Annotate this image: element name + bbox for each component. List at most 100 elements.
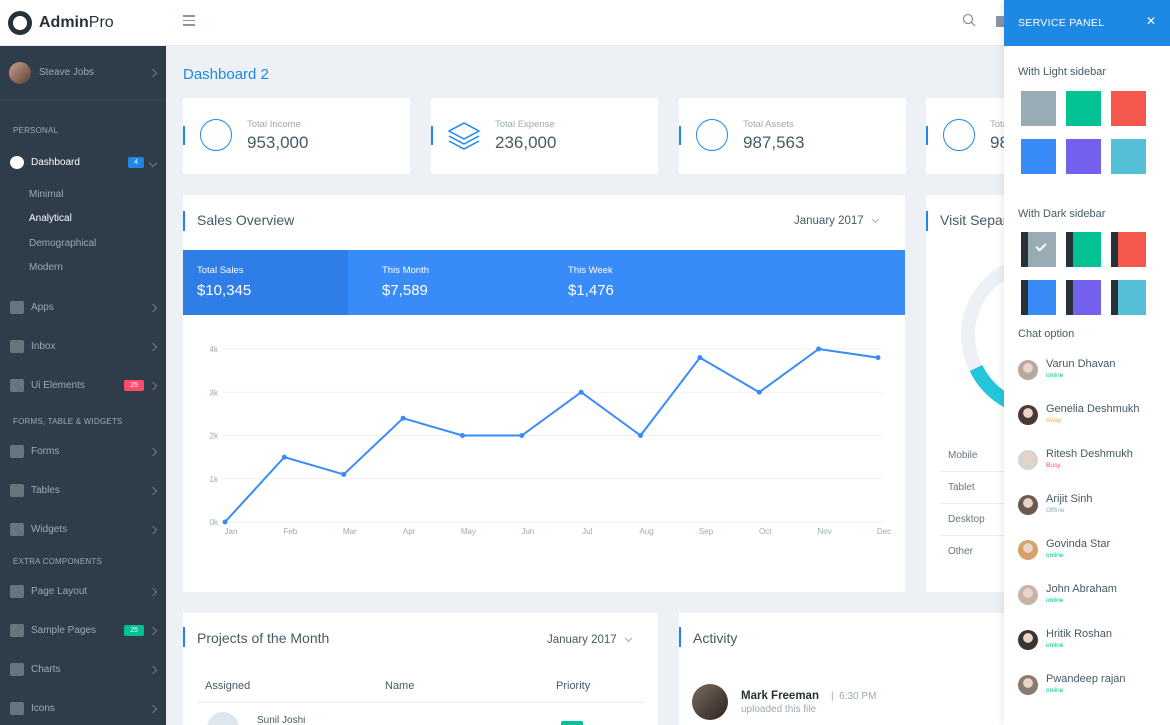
sidebar-item-label: Page Layout	[31, 586, 88, 597]
month-select[interactable]: January 2017	[794, 215, 879, 227]
data-point[interactable]	[281, 454, 287, 460]
chat-contact[interactable]: Pwandeep rajan online	[1018, 673, 1126, 695]
panel-title: Visit Separ	[940, 212, 1004, 228]
sidebar-item-charts[interactable]: Charts	[0, 650, 166, 689]
chat-contact[interactable]: Hritik Roshan online	[1018, 628, 1112, 650]
logo-icon	[8, 11, 32, 35]
sidebar-subitem-modern[interactable]: Modern	[29, 262, 63, 274]
gauge-icon	[10, 156, 24, 169]
chat-contact[interactable]: John Abraham online	[1018, 583, 1117, 605]
menu-toggle-icon[interactable]	[183, 15, 195, 27]
chat-option-title: Chat option	[1018, 328, 1075, 340]
sidebar-subitem-demographical[interactable]: Demographical	[29, 237, 97, 249]
avatar	[9, 61, 31, 84]
data-point[interactable]	[222, 519, 228, 525]
sidebar-user[interactable]: Steave Jobs	[0, 46, 166, 100]
summary-value: $1,476	[568, 282, 614, 299]
sidebar-item-widgets[interactable]: Widgets	[0, 510, 166, 549]
summary-this-week: This Week $1,476	[554, 250, 734, 315]
projects-panel: Projects of the Month January 2017 Assig…	[183, 613, 658, 725]
light-theme-swatch[interactable]	[1111, 91, 1146, 126]
sidebar-item-inbox[interactable]: Inbox	[0, 327, 166, 366]
brand-logo[interactable]: AdminPro	[8, 11, 114, 35]
avatar	[1018, 540, 1038, 560]
panel-title: Projects of the Month	[197, 630, 330, 646]
light-theme-swatch[interactable]	[1066, 91, 1101, 126]
sidebar-item-tables[interactable]: Tables	[0, 471, 166, 510]
data-point[interactable]	[519, 433, 525, 438]
pencil-circle-icon	[200, 119, 232, 151]
close-icon[interactable]: ✕	[1145, 14, 1156, 28]
data-point[interactable]	[638, 433, 644, 438]
sidebar-item-label: Icons	[31, 703, 55, 714]
data-point[interactable]	[816, 346, 822, 352]
data-point[interactable]	[459, 433, 465, 438]
apps-icon	[10, 301, 24, 314]
chat-contact[interactable]: Arijit Sinh Offline	[1018, 493, 1092, 515]
data-point[interactable]	[341, 471, 347, 477]
x-tick-label: Nov	[818, 527, 832, 536]
flag-icon[interactable]	[996, 16, 1004, 27]
activity-text: uploaded this file	[741, 704, 817, 715]
chat-contact[interactable]: Ritesh Deshmukh Busy	[1018, 448, 1133, 470]
dark-theme-swatch[interactable]	[1021, 232, 1056, 267]
check-icon	[1035, 240, 1047, 252]
sidebar-item-apps[interactable]: Apps	[0, 288, 166, 327]
light-theme-swatch[interactable]	[1021, 139, 1056, 174]
search-icon[interactable]	[962, 13, 976, 27]
sales-overview-panel: Sales Overview January 2017 Total Sales …	[183, 195, 905, 592]
x-tick-label: Jul	[582, 527, 592, 536]
data-point[interactable]	[697, 355, 703, 361]
sidebar-item-page-layout[interactable]: Page Layout	[0, 572, 166, 611]
light-theme-swatch[interactable]	[1021, 91, 1056, 126]
sidebar-item-ui-elements[interactable]: Ui Elements 25	[0, 366, 166, 405]
data-point[interactable]	[578, 389, 584, 395]
dark-theme-swatch[interactable]	[1111, 280, 1146, 315]
service-panel-title: SERVICE PANEL	[1004, 0, 1170, 46]
x-tick-label: Mar	[343, 527, 357, 536]
sidebar-item-sample-pages[interactable]: Sample Pages 25	[0, 611, 166, 650]
panel-title: Activity	[693, 630, 738, 646]
chevron-right-icon	[148, 68, 158, 77]
dark-theme-swatch[interactable]	[1021, 280, 1056, 315]
light-theme-swatch[interactable]	[1111, 139, 1146, 174]
chevron-down-icon	[624, 634, 632, 642]
light-theme-swatch[interactable]	[1066, 139, 1101, 174]
sidebar-item-dashboard[interactable]: Dashboard 4	[0, 143, 166, 182]
chat-contact[interactable]: Genelia Deshmukh Away	[1018, 403, 1140, 425]
summary-label: This Month	[382, 265, 429, 276]
y-tick-label: 2k	[210, 432, 219, 441]
avatar	[1018, 675, 1038, 695]
section-title-personal: PERSONAL	[13, 126, 59, 135]
data-point[interactable]	[400, 415, 406, 421]
sidebar-subitem-minimal[interactable]: Minimal	[29, 188, 64, 200]
sidebar-subitem-analytical[interactable]: Analytical	[29, 213, 72, 225]
dark-theme-swatch[interactable]	[1066, 280, 1101, 315]
x-tick-label: Oct	[759, 527, 772, 536]
data-point[interactable]	[756, 389, 762, 395]
dark-theme-swatch[interactable]	[1111, 232, 1146, 267]
chat-contact[interactable]: Govinda Star online	[1018, 538, 1110, 560]
activity-user-name[interactable]: Mark Freeman	[741, 690, 819, 702]
dark-theme-swatch[interactable]	[1066, 232, 1101, 267]
stat-value: 987,563	[743, 133, 805, 152]
brand-name-light: Pro	[88, 14, 114, 31]
chevron-right-icon	[148, 525, 158, 534]
dark-sidebar-title: With Dark sidebar	[1018, 208, 1106, 220]
avatar	[1018, 360, 1038, 380]
summary-total-sales: Total Sales $10,345	[183, 250, 348, 315]
y-tick-label: 0k	[210, 518, 219, 527]
sidebar-item-forms[interactable]: Forms	[0, 432, 166, 471]
sidebar-item-label: Widgets	[31, 524, 68, 535]
visit-separation-panel: Visit Separ Mobile Tablet Desktop Other	[926, 195, 1004, 592]
sidebar-item-label: Forms	[31, 446, 60, 457]
chat-contact-status: Away	[1046, 417, 1062, 424]
sidebar-item-icons[interactable]: Icons	[0, 689, 166, 725]
layout-icon	[10, 585, 24, 598]
stat-value: 236,000	[495, 133, 557, 152]
donut-chart	[961, 264, 1004, 408]
month-select[interactable]: January 2017	[547, 634, 632, 646]
data-point[interactable]	[875, 355, 881, 361]
chat-contact[interactable]: Varun Dhavan online	[1018, 358, 1116, 380]
chevron-right-icon	[148, 587, 158, 596]
